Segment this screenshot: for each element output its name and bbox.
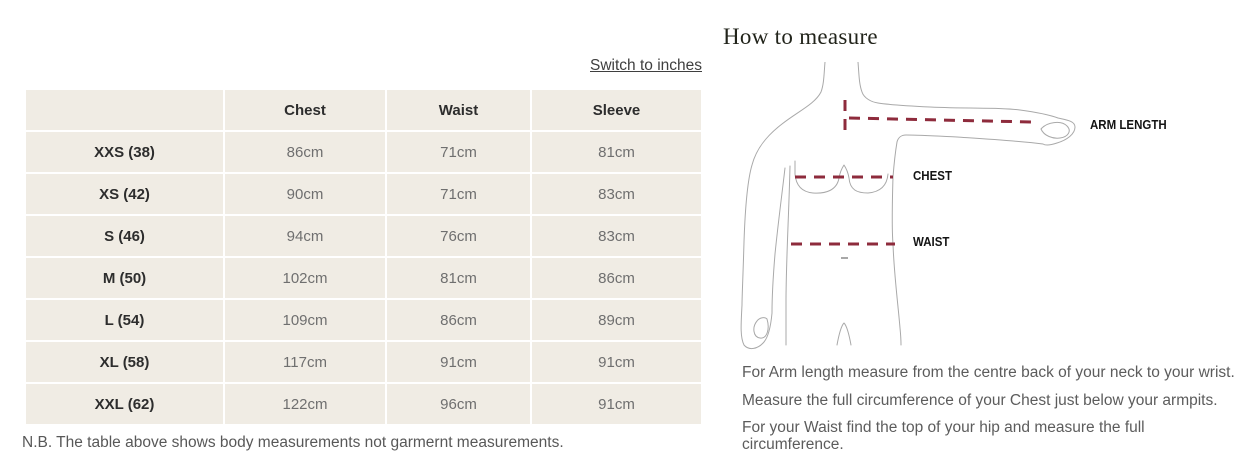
figure-right-outline xyxy=(857,62,1076,346)
instruction-arm-length: For Arm length measure from the centre b… xyxy=(742,364,1235,381)
chest-label: CHEST xyxy=(913,169,952,183)
table-row: XXS (38) 86cm 71cm 81cm xyxy=(26,132,701,172)
table-row: XL (58) 117cm 91cm 91cm xyxy=(26,342,701,382)
waist-value-cell: 91cm xyxy=(387,342,530,382)
column-header-sleeve: Sleeve xyxy=(532,90,701,130)
instruction-chest: Measure the full circumference of your C… xyxy=(742,391,1218,409)
measurement-diagram: ARM LENGTH CHEST WAIST xyxy=(725,62,1245,352)
right-hand-thumb-line xyxy=(1040,121,1070,139)
chest-value-cell: 122cm xyxy=(225,384,385,424)
how-to-measure-title: How to measure xyxy=(723,24,878,49)
size-row-label: L (54) xyxy=(26,300,223,340)
table-row: XS (42) 90cm 71cm 83cm xyxy=(26,174,701,214)
how-to-measure-section: How to measure xyxy=(723,0,1245,471)
size-table-section: Switch to inches Chest Waist Sleeve XXS … xyxy=(22,57,703,451)
size-row-label: XXL (62) xyxy=(26,384,223,424)
waist-value-cell: 71cm xyxy=(387,132,530,172)
figure-left-outline xyxy=(740,62,826,350)
size-row-label: M (50) xyxy=(26,258,223,298)
body-figure-illustration xyxy=(740,62,1076,350)
size-chart-table: Chest Waist Sleeve XXS (38) 86cm 71cm 81cm X… xyxy=(24,88,703,426)
figure-chest-contours xyxy=(794,160,889,194)
size-row-label: XL (58) xyxy=(26,342,223,382)
size-row-label: S (46) xyxy=(26,216,223,256)
table-corner-cell xyxy=(26,90,223,130)
switch-to-inches-link[interactable]: Switch to inches xyxy=(590,57,702,74)
table-row: S (46) 94cm 76cm 83cm xyxy=(26,216,701,256)
column-header-chest: Chest xyxy=(225,90,385,130)
table-row: XXL (62) 122cm 96cm 91cm xyxy=(26,384,701,424)
arm-length-label: ARM LENGTH xyxy=(1090,118,1167,132)
chest-value-cell: 102cm xyxy=(225,258,385,298)
table-row: M (50) 102cm 81cm 86cm xyxy=(26,258,701,298)
waist-value-cell: 81cm xyxy=(387,258,530,298)
size-row-label: XS (42) xyxy=(26,174,223,214)
column-header-waist: Waist xyxy=(387,90,530,130)
table-note: N.B. The table above shows body measurem… xyxy=(22,434,564,451)
arm-length-dash-line xyxy=(848,116,1033,124)
chest-value-cell: 86cm xyxy=(225,132,385,172)
sleeve-value-cell: 91cm xyxy=(532,384,701,424)
chest-value-cell: 90cm xyxy=(225,174,385,214)
sleeve-value-cell: 83cm xyxy=(532,216,701,256)
sleeve-value-cell: 91cm xyxy=(532,342,701,382)
waist-value-cell: 96cm xyxy=(387,384,530,424)
instruction-waist: For your Waist find the top of your hip … xyxy=(742,419,1145,453)
sleeve-value-cell: 83cm xyxy=(532,174,701,214)
chest-value-cell: 109cm xyxy=(225,300,385,340)
waist-value-cell: 86cm xyxy=(387,300,530,340)
figure-torso-left-edge xyxy=(785,165,791,346)
measure-instructions: For Arm length measure from the centre b… xyxy=(742,364,1245,464)
figure-inner-arm-line xyxy=(771,167,786,314)
size-row-label: XXS (38) xyxy=(26,132,223,172)
table-row: L (54) 109cm 86cm 89cm xyxy=(26,300,701,340)
waist-label: WAIST xyxy=(913,235,950,249)
sleeve-value-cell: 89cm xyxy=(532,300,701,340)
table-header-row: Chest Waist Sleeve xyxy=(26,90,701,130)
figure-crotch-line xyxy=(836,322,852,346)
chest-value-cell: 117cm xyxy=(225,342,385,382)
sleeve-value-cell: 86cm xyxy=(532,258,701,298)
left-hand-thumb-line xyxy=(753,317,769,339)
sleeve-value-cell: 81cm xyxy=(532,132,701,172)
chest-value-cell: 94cm xyxy=(225,216,385,256)
waist-value-cell: 76cm xyxy=(387,216,530,256)
waist-value-cell: 71cm xyxy=(387,174,530,214)
